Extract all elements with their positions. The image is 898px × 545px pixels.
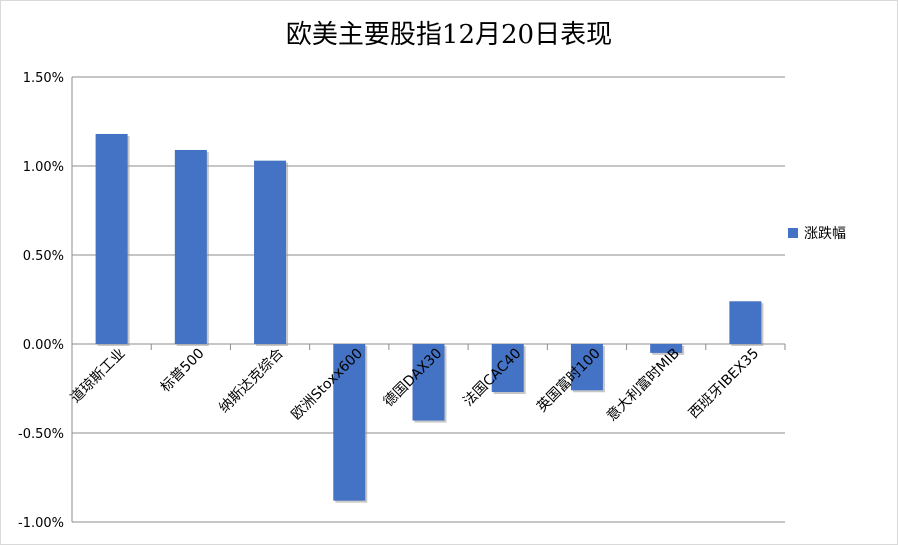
y-tick-label: 1.00% xyxy=(23,160,64,175)
bar xyxy=(333,344,366,501)
x-category-label: 意大利富时MIB xyxy=(603,345,683,425)
y-tick-label: 0.50% xyxy=(23,249,64,264)
y-tick-label: -1.00% xyxy=(18,516,64,531)
legend-swatch xyxy=(788,228,798,238)
x-category-label: 标普500 xyxy=(158,346,208,396)
bar xyxy=(174,149,207,344)
legend-label: 涨跌幅 xyxy=(804,226,846,242)
bar xyxy=(729,301,762,344)
legend: 涨跌幅 xyxy=(788,223,846,243)
bar xyxy=(412,344,445,421)
bar xyxy=(491,344,524,393)
bar xyxy=(570,344,603,391)
y-tick-label: -0.50% xyxy=(18,427,64,442)
y-tick-label: 0.00% xyxy=(23,338,64,353)
bar xyxy=(650,344,683,353)
bar xyxy=(254,160,287,344)
y-tick-label: 1.50% xyxy=(23,71,64,86)
bar xyxy=(95,133,128,344)
chart-title: 欧美主要股指12月20日表现 xyxy=(285,20,613,50)
x-category-label: 西班牙IBEX35 xyxy=(686,346,762,422)
x-category-label: 道琼斯工业 xyxy=(68,346,129,407)
x-category-label: 纳斯达克综合 xyxy=(216,346,287,417)
